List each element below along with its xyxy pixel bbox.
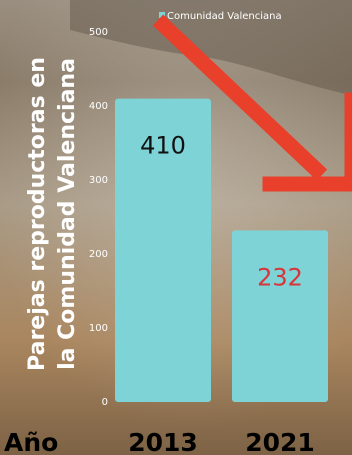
background-rock-shape	[70, 0, 352, 95]
y-tick-label: 100	[89, 323, 108, 334]
y-axis-ticks: 0 100 200 300 400 500	[89, 27, 108, 408]
arrow-head	[262, 92, 352, 192]
bar-2021	[232, 230, 328, 402]
legend-entry: Comunidad Valenciana	[167, 11, 282, 22]
legend: Comunidad Valenciana	[159, 11, 282, 22]
bars: 410 232	[115, 98, 328, 402]
y-tick-label: 500	[89, 27, 108, 38]
category-label-2021: 2021	[245, 428, 315, 455]
bar-2013	[115, 98, 211, 402]
y-axis-label-line-2: la Comunidad Valenciana	[55, 58, 80, 370]
y-axis-label-line-1: Parejas reproductoras en	[25, 57, 50, 371]
x-axis-categories: 2013 2021	[128, 428, 315, 455]
category-label-2013: 2013	[128, 428, 198, 455]
y-tick-label: 300	[89, 175, 108, 186]
data-label-2021: 232	[257, 263, 303, 291]
y-tick-label: 400	[89, 101, 108, 112]
x-axis-label: Año	[4, 428, 58, 455]
decline-arrow	[152, 14, 352, 192]
y-tick-label: 200	[89, 249, 108, 260]
y-tick-label: 0	[102, 397, 108, 408]
legend-swatch	[159, 12, 165, 18]
arrow-shaft	[152, 14, 328, 181]
data-label-2013: 410	[140, 132, 186, 160]
